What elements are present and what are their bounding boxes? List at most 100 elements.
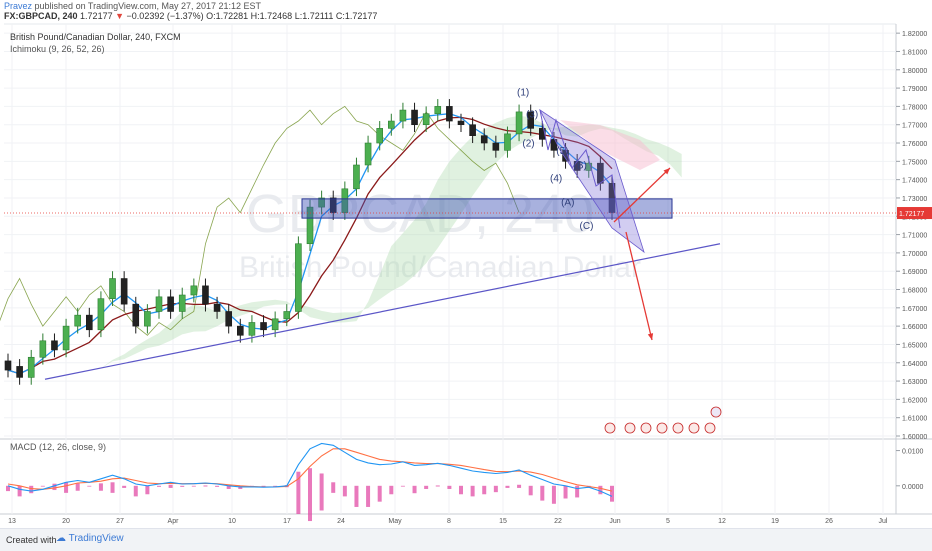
candle-body bbox=[237, 325, 244, 336]
macd-histogram-bar bbox=[308, 468, 312, 522]
candle-body bbox=[539, 128, 546, 140]
y-tick-label: 1.64000 bbox=[902, 361, 927, 368]
candle-body bbox=[144, 311, 151, 327]
x-tick-label: Apr bbox=[168, 518, 180, 525]
down-arrow bbox=[625, 231, 653, 341]
candle-body bbox=[51, 340, 58, 351]
y-tick-label: 1.70000 bbox=[902, 251, 927, 258]
macd-y-tick-label: 0.0100 bbox=[902, 449, 924, 456]
chart-header: Pravez published on TradingView.com, May… bbox=[0, 0, 932, 22]
macd-histogram-bar bbox=[354, 485, 359, 507]
candle-body bbox=[74, 314, 81, 327]
x-tick-label: 10 bbox=[228, 518, 236, 525]
bear-cloud-area bbox=[560, 120, 660, 170]
y-tick-label: 1.67000 bbox=[902, 306, 927, 313]
x-tick-label: 8 bbox=[447, 518, 451, 525]
y-tick-label: 1.78000 bbox=[902, 104, 927, 111]
tenkan-line bbox=[7, 113, 613, 375]
candle-body bbox=[388, 120, 395, 129]
macd-histogram-bar bbox=[87, 485, 92, 487]
x-tick-label: Jun bbox=[609, 518, 620, 525]
wave-label: (2) bbox=[522, 139, 534, 150]
macd-line bbox=[7, 442, 613, 497]
candle-body bbox=[248, 322, 256, 336]
event-flag-icon bbox=[624, 422, 636, 434]
down-arrow-head bbox=[647, 333, 654, 340]
x-tick-label: 27 bbox=[116, 518, 124, 525]
y-tick-label: 1.65000 bbox=[902, 342, 927, 349]
kijun-line bbox=[7, 116, 613, 375]
macd-histogram-bar bbox=[203, 485, 208, 487]
x-tick-label: 24 bbox=[337, 518, 345, 525]
candle-body bbox=[353, 164, 360, 190]
y-tick-label: 1.60000 bbox=[902, 434, 927, 441]
candle-body bbox=[446, 106, 453, 122]
macd-histogram-bar bbox=[215, 485, 220, 487]
candle-body bbox=[457, 120, 465, 126]
macd-legend: MACD (12, 26, close, 9) bbox=[10, 442, 106, 452]
created-with: Created with bbox=[6, 535, 57, 545]
event-flag-icon bbox=[672, 422, 684, 434]
macd-histogram-bar bbox=[505, 485, 510, 488]
candle-body bbox=[202, 285, 209, 305]
symbol-label: FX:GBPCAD, 240 bbox=[4, 11, 78, 21]
macd-histogram-bar bbox=[133, 485, 138, 497]
quote-line: FX:GBPCAD, 240 1.72177 ▼ −0.02392 (−1.37… bbox=[4, 11, 377, 22]
wave-label: (3) bbox=[526, 109, 538, 120]
macd-histogram-bar bbox=[75, 483, 80, 491]
candle-body bbox=[132, 303, 140, 327]
x-tick-label: 20 bbox=[62, 518, 70, 525]
drawings: (1) (2) (3) (4) (5) (B) (A) (C) bbox=[4, 87, 896, 380]
axes: 1.82000 1.81000 1.80000 1.79000 1.78000 1.770… bbox=[8, 31, 932, 525]
macd-histogram-bar bbox=[377, 485, 382, 502]
tradingview-logo[interactable]: ☁ TradingView bbox=[56, 533, 124, 544]
macd-histogram-bar bbox=[296, 471, 301, 514]
macd-histogram-bar bbox=[226, 485, 231, 489]
price-change: −0.02392 (−1.37%) bbox=[126, 11, 204, 21]
candle-body bbox=[434, 106, 442, 115]
macd-histogram-bar bbox=[540, 485, 545, 501]
last-price-tag-label: 1.72177 bbox=[899, 211, 924, 218]
candle-body bbox=[178, 294, 186, 312]
macd-histogram-bar bbox=[482, 485, 487, 495]
candle-body bbox=[422, 113, 430, 126]
up-arrow-head bbox=[663, 168, 670, 175]
macd-histogram-bar bbox=[447, 485, 452, 489]
x-tick-label: 13 bbox=[8, 518, 16, 525]
x-tick-label: 17 bbox=[283, 518, 291, 525]
y-tick-label: 1.74000 bbox=[902, 178, 927, 185]
macd-histogram-bar bbox=[331, 482, 336, 493]
macd-histogram-bar bbox=[412, 485, 417, 494]
x-tick-label: 22 bbox=[554, 518, 562, 525]
candle-body bbox=[62, 325, 70, 351]
event-flag-icon bbox=[640, 422, 652, 434]
macd-histogram-bar bbox=[52, 483, 57, 491]
macd-histogram-bar bbox=[145, 485, 150, 495]
ichimoku-lines bbox=[0, 105, 613, 375]
candle-body bbox=[504, 133, 511, 151]
macd-histogram-bar bbox=[528, 485, 533, 496]
candle-body bbox=[562, 150, 569, 162]
macd-histogram-bar bbox=[366, 485, 371, 507]
ohlc-values: O:1.72281 H:1.72468 L:1.72111 C:1.72177 bbox=[206, 11, 378, 21]
event-flag-icon bbox=[656, 422, 668, 434]
y-tick-label: 1.68000 bbox=[902, 288, 927, 295]
candle-body bbox=[4, 360, 12, 371]
candle-body bbox=[515, 111, 523, 135]
x-tick-label: 5 bbox=[666, 518, 670, 525]
candle-body bbox=[39, 340, 47, 358]
macd-histogram-bar bbox=[122, 485, 127, 488]
macd-histogram-bar bbox=[273, 485, 278, 487]
y-tick-label: 1.62000 bbox=[902, 397, 927, 404]
candle-body bbox=[469, 124, 476, 136]
candle-body bbox=[480, 135, 488, 144]
y-tick-label: 1.80000 bbox=[902, 68, 927, 75]
macd-histogram-bar bbox=[389, 485, 394, 495]
macd-histogram-bar bbox=[435, 485, 440, 487]
author-link[interactable]: Pravez bbox=[4, 1, 33, 11]
y-tick-label: 1.75000 bbox=[902, 159, 927, 166]
macd-histogram-bar bbox=[17, 485, 22, 497]
candle-body bbox=[329, 197, 337, 213]
chart-canvas[interactable]: GBPCAD, 240 British Pound/Canadian Dolla… bbox=[0, 0, 932, 528]
candle-body bbox=[376, 128, 383, 144]
